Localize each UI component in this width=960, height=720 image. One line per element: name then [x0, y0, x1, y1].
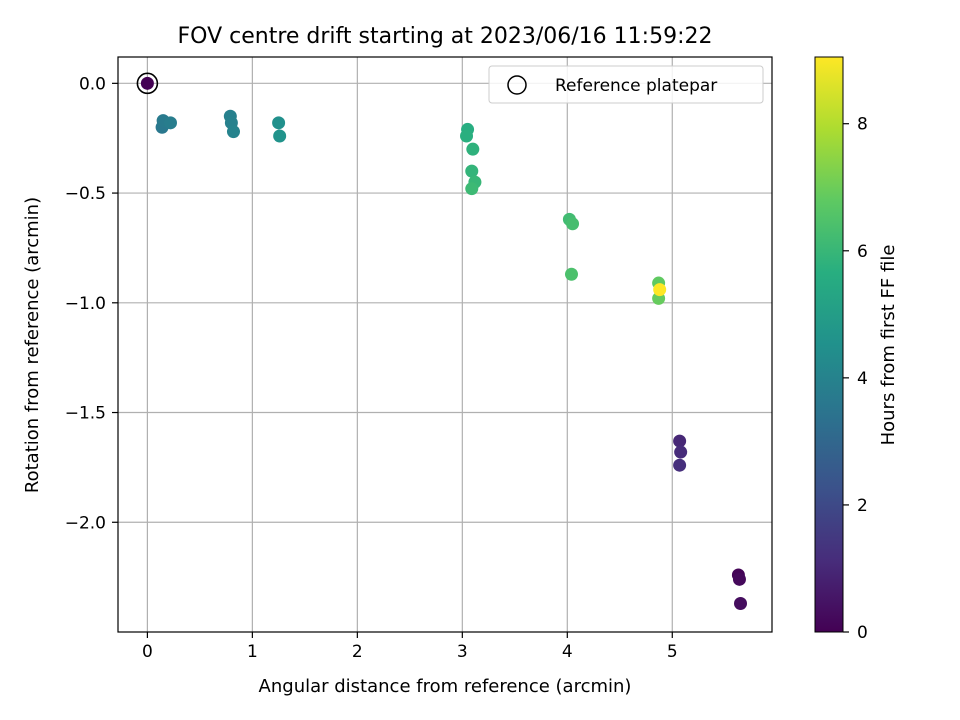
scatter-point	[465, 164, 479, 178]
scatter-point	[653, 283, 667, 297]
colorbar-tick-label: 8	[857, 115, 868, 135]
scatter-point	[673, 458, 687, 472]
scatter-point	[564, 267, 578, 281]
x-tick-label: 5	[667, 642, 678, 662]
legend-box	[488, 65, 764, 104]
y-tick-label: −2.0	[65, 513, 106, 533]
scatter-point	[272, 116, 286, 130]
x-tick-label: 4	[562, 642, 573, 662]
data-points	[140, 76, 748, 610]
x-tick-label: 0	[142, 642, 153, 662]
colorbar-tick-label: 4	[857, 369, 868, 389]
y-tick-label: −1.5	[65, 404, 106, 424]
plot-frame	[117, 56, 773, 633]
legend: Reference platepar	[488, 65, 764, 104]
x-axis-ticks: 0 1 2 3 4 5	[142, 632, 678, 662]
x-tick-label: 1	[247, 642, 258, 662]
scatter-point	[734, 596, 748, 610]
reference-marker-group	[136, 72, 159, 95]
y-tick-label: 0.0	[79, 74, 106, 94]
scatter-point	[140, 76, 154, 90]
x-tick-label: 3	[457, 642, 468, 662]
colorbar	[814, 56, 844, 633]
scatter-point	[673, 434, 687, 448]
colorbar-tick-label: 2	[857, 496, 868, 516]
scatter-point	[674, 445, 688, 459]
y-axis-ticks: 0.0 −0.5 −1.0 −1.5 −2.0	[65, 74, 118, 533]
scatter-point	[465, 182, 479, 196]
reference-marker	[136, 72, 159, 95]
colorbar-tick-label: 0	[857, 623, 868, 643]
colorbar-ticks: 0 2 4 6 8	[843, 115, 868, 643]
y-axis-label: Rotation from reference (arcmin)	[22, 197, 43, 493]
scatter-point	[566, 217, 580, 231]
scatter-point	[732, 572, 746, 586]
legend-entry-reference: Reference platepar	[555, 76, 717, 96]
grid-lines	[118, 57, 772, 632]
scatter-point	[466, 142, 480, 156]
colorbar-tick-label: 6	[857, 242, 868, 262]
scatter-point	[226, 125, 240, 139]
scatter-point	[163, 116, 177, 130]
y-tick-label: −0.5	[65, 184, 106, 204]
scatter-point	[273, 129, 287, 143]
x-tick-label: 2	[352, 642, 363, 662]
colorbar-label: Hours from first FF file	[878, 245, 899, 446]
y-tick-label: −1.0	[65, 294, 106, 314]
chart-title: FOV centre drift starting at 2023/06/16 …	[178, 24, 713, 49]
scatter-point	[460, 129, 474, 143]
legend-reference-marker	[507, 75, 527, 95]
x-axis-label: Angular distance from reference (arcmin)	[259, 676, 632, 697]
